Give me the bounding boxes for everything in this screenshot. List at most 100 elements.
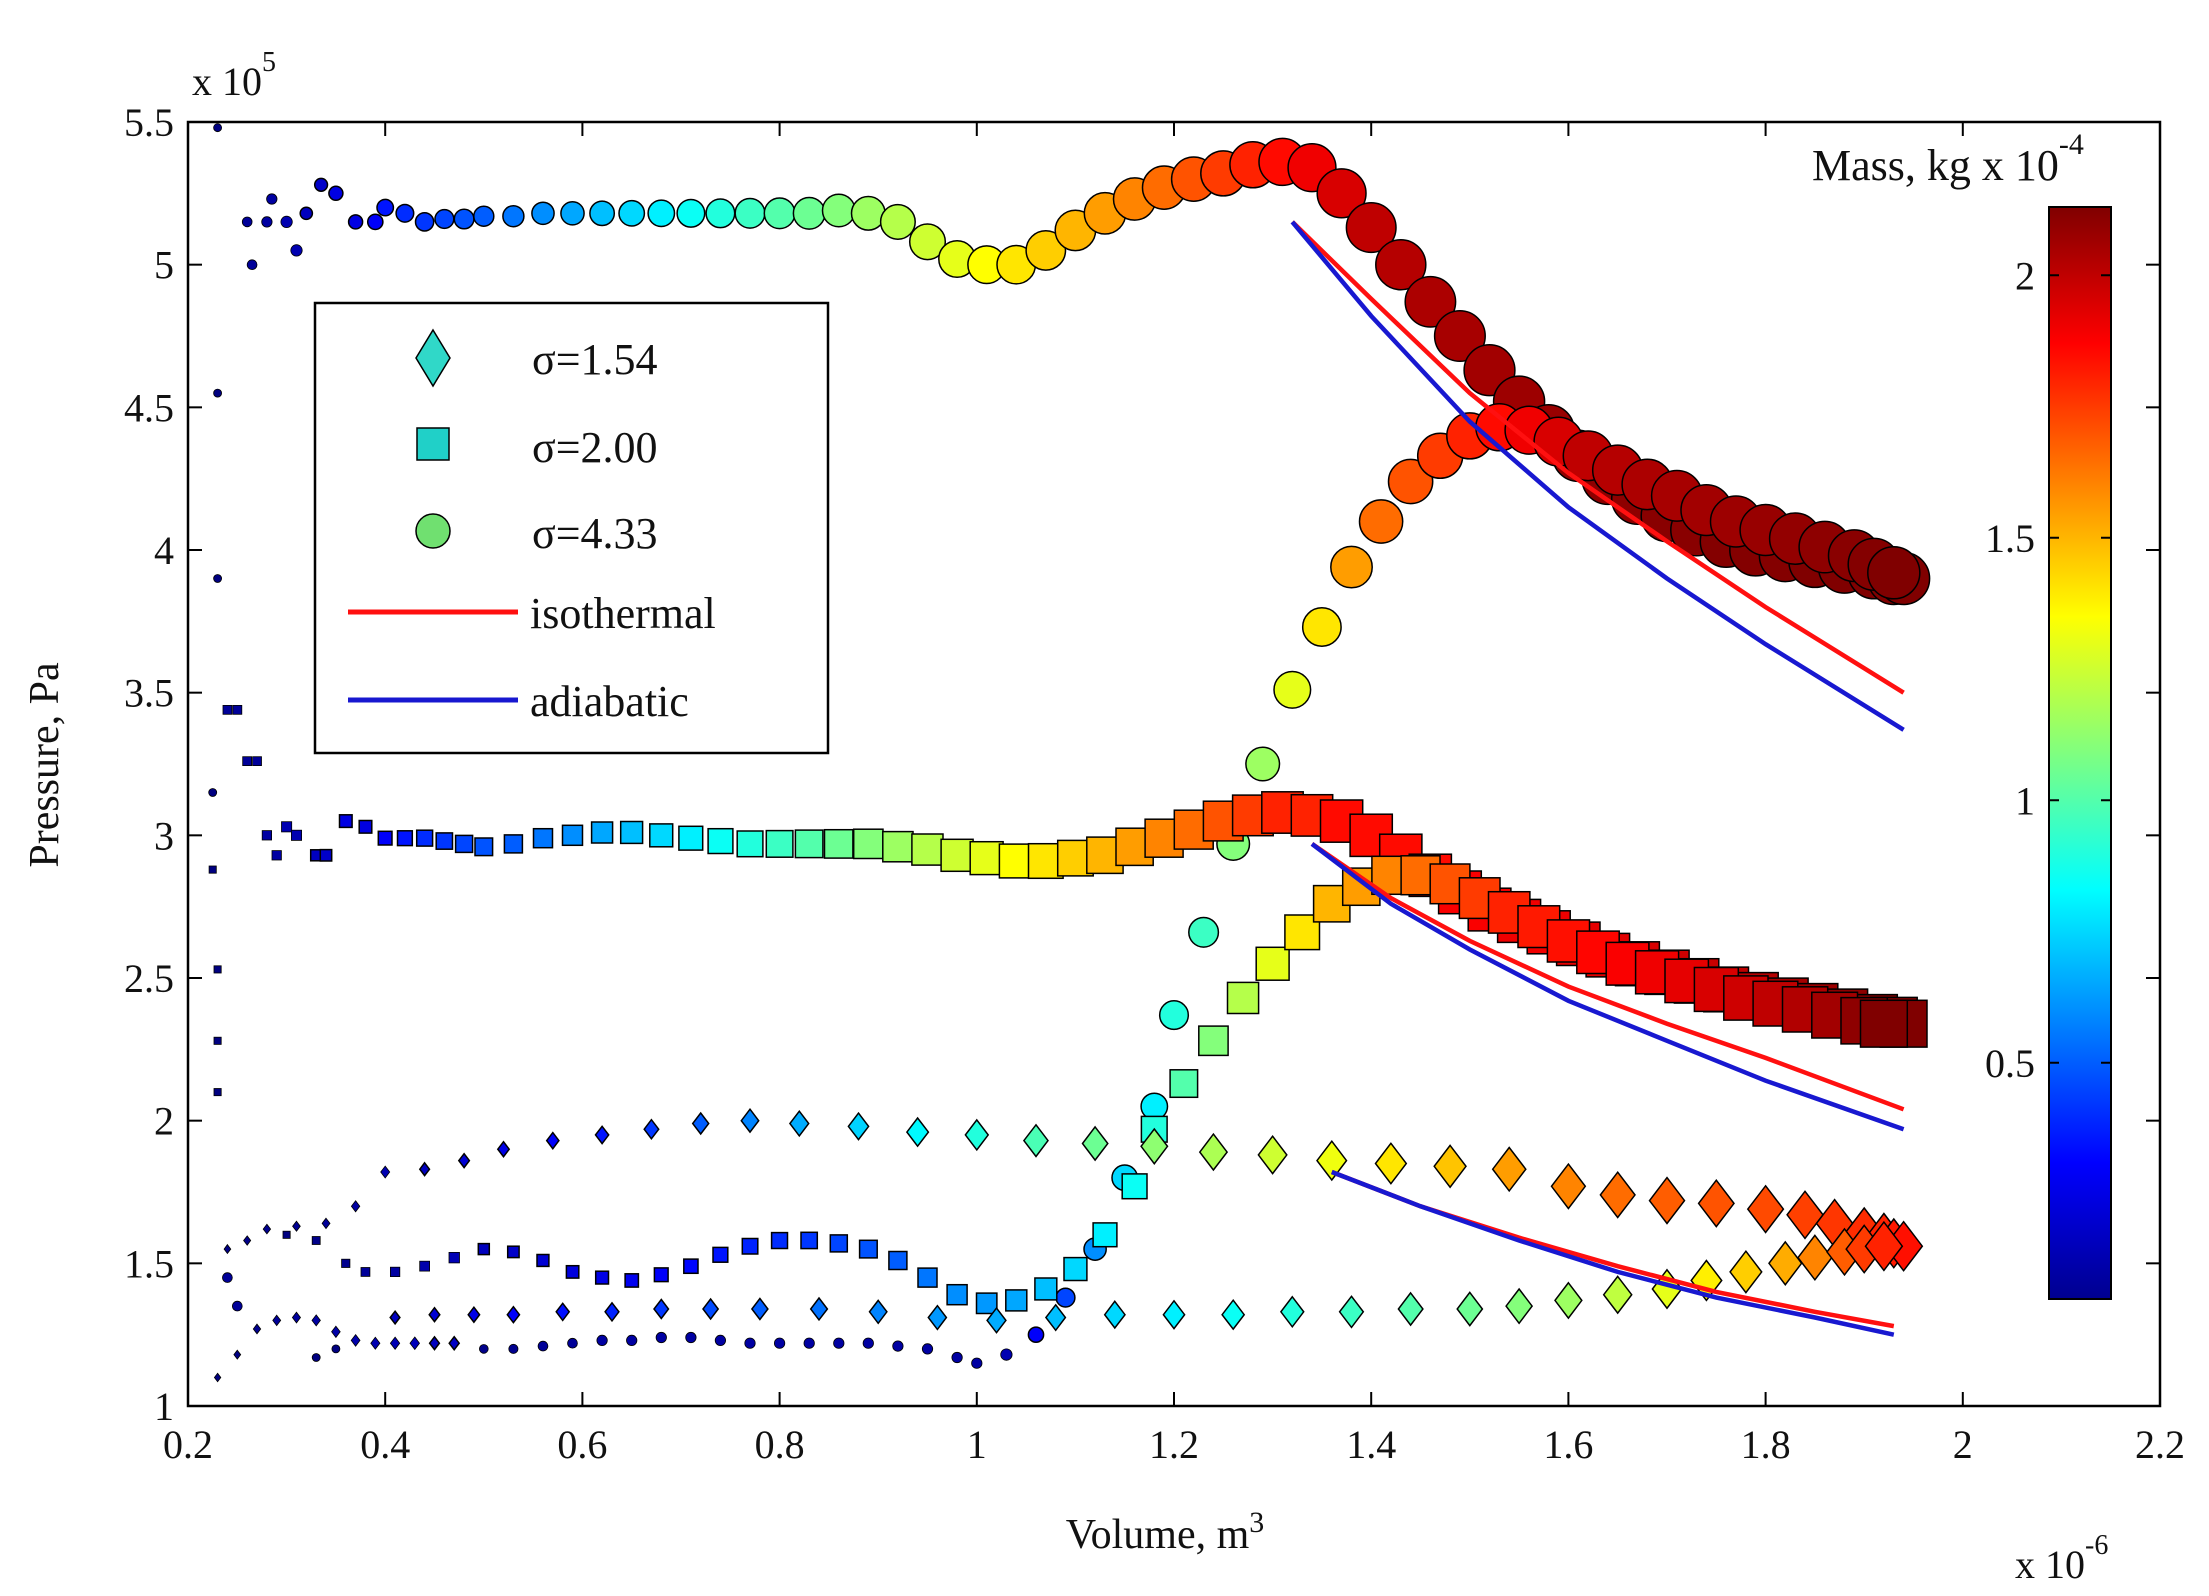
point-circle-80 <box>655 1331 667 1344</box>
x-tick-label: 0.2 <box>163 1422 213 1467</box>
colorbar-gradient <box>2048 206 2112 1300</box>
point-square-13 <box>319 848 333 862</box>
point-diamond-69 <box>1279 1295 1305 1329</box>
point-circle-30 <box>705 198 736 229</box>
point-circle-55 <box>1433 309 1486 363</box>
point-circle-41 <box>1025 229 1067 271</box>
point-circle-3 <box>208 788 218 797</box>
point-diamond-3 <box>272 1314 282 1327</box>
point-circle-11 <box>290 244 303 257</box>
point-circle-27 <box>618 199 646 227</box>
point-circle-72 <box>311 1353 321 1362</box>
point-circle-18 <box>395 203 415 223</box>
point-diamond-6 <box>331 1325 341 1339</box>
point-square-1 <box>213 1088 222 1097</box>
point-square-19 <box>435 832 454 850</box>
point-circle-7 <box>246 259 258 271</box>
point-diamond-13 <box>223 1243 232 1255</box>
point-diamond-64 <box>986 1306 1007 1334</box>
point-square-95 <box>975 1292 998 1315</box>
point-circle-36 <box>879 203 916 240</box>
point-square-3 <box>213 965 222 974</box>
point-circle-14 <box>328 185 344 202</box>
point-circle-82 <box>714 1334 727 1347</box>
point-circle-103 <box>1301 607 1342 647</box>
point-diamond-22 <box>496 1140 511 1158</box>
point-circle-51 <box>1316 168 1367 219</box>
point-circle-0 <box>213 123 223 133</box>
point-square-100 <box>1121 1173 1148 1200</box>
point-square-32 <box>794 829 824 859</box>
point-square-30 <box>736 830 764 858</box>
axis-ticks: 0.2 0.4 0.6 0.8 1 1.2 1.4 1.6 1.8 2 2.2 1 1.5 2 2.5 3 3.… <box>124 100 2185 1467</box>
x-tick-label: 1 <box>967 1422 987 1467</box>
point-square-84 <box>653 1267 669 1283</box>
point-square-82 <box>594 1270 610 1285</box>
y-tick-label: 2 <box>154 1099 174 1144</box>
point-circle-23 <box>502 204 525 228</box>
point-diamond-73 <box>1505 1287 1534 1325</box>
point-square-87 <box>741 1237 759 1255</box>
point-square-99 <box>1092 1222 1118 1248</box>
point-diamond-78 <box>1729 1249 1763 1294</box>
point-square-102 <box>1169 1069 1199 1099</box>
point-circle-88 <box>892 1340 904 1352</box>
point-square-77 <box>448 1252 460 1264</box>
point-square-85 <box>683 1258 699 1275</box>
point-square-86 <box>712 1246 729 1263</box>
legend: σ=1.54 σ=2.00 σ=4.33 isothermal adiabati… <box>313 301 830 755</box>
point-square-0 <box>208 865 217 874</box>
point-diamond-9 <box>389 1336 401 1350</box>
point-circle-16 <box>366 213 384 231</box>
point-square-10 <box>281 821 293 833</box>
point-square-21 <box>474 837 494 857</box>
x-tick-label: 0.8 <box>755 1422 805 1467</box>
x-tick-label: 1.8 <box>1741 1422 1791 1467</box>
point-circle-77 <box>567 1337 578 1349</box>
point-circle-75 <box>508 1343 519 1354</box>
point-square-78 <box>477 1242 491 1256</box>
legend-square-marker <box>416 427 450 461</box>
point-diamond-17 <box>321 1217 331 1230</box>
colorbar-tick-label: 2 <box>2015 253 2035 298</box>
point-square-92 <box>888 1250 908 1271</box>
adiabatic-curve-1 <box>1310 842 1905 1132</box>
point-diamond-29 <box>847 1111 870 1141</box>
point-square-83 <box>624 1273 640 1288</box>
point-square-33 <box>823 828 854 859</box>
point-circle-94 <box>1055 1287 1076 1308</box>
point-square-4 <box>222 705 233 715</box>
point-circle-32 <box>763 197 796 230</box>
point-circle-6 <box>241 216 253 228</box>
point-circle-20 <box>434 208 455 230</box>
x-tick-label: 2.2 <box>2135 1422 2185 1467</box>
point-circle-35 <box>850 195 886 231</box>
point-square-75 <box>389 1266 401 1277</box>
point-diamond-11 <box>428 1335 441 1351</box>
point-circle-87 <box>862 1337 874 1349</box>
point-square-7 <box>252 756 262 767</box>
point-square-79 <box>506 1245 520 1259</box>
point-diamond-54 <box>467 1305 481 1324</box>
point-circle-91 <box>971 1357 983 1369</box>
point-square-9 <box>271 850 282 861</box>
point-diamond-36 <box>1257 1134 1288 1175</box>
point-diamond-2 <box>252 1323 262 1335</box>
point-diamond-43 <box>1648 1176 1686 1225</box>
point-circle-102 <box>1273 670 1312 709</box>
point-diamond-58 <box>653 1298 670 1320</box>
point-square-24 <box>561 824 584 847</box>
point-diamond-24 <box>594 1125 610 1145</box>
point-diamond-16 <box>292 1220 301 1232</box>
x-tick-label: 2 <box>1953 1422 1973 1467</box>
point-circle-76 <box>537 1340 549 1352</box>
point-circle-12 <box>299 206 314 221</box>
point-diamond-33 <box>1081 1125 1109 1162</box>
point-diamond-20 <box>418 1161 431 1177</box>
point-diamond-83 <box>1864 1220 1904 1272</box>
point-square-89 <box>800 1231 819 1250</box>
point-circle-37 <box>908 223 947 261</box>
point-circle-84 <box>773 1337 786 1349</box>
colorbar-tick-label: 1 <box>2015 778 2035 823</box>
point-circle-52 <box>1345 202 1397 254</box>
